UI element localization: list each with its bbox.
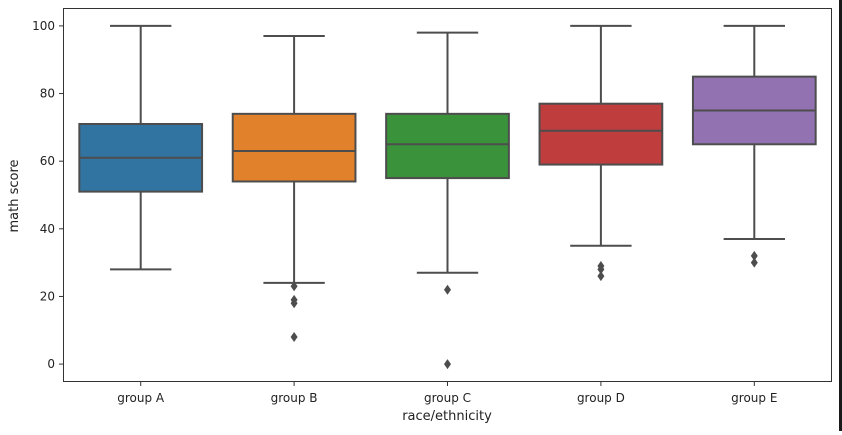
boxes-layer bbox=[78, 24, 817, 370]
y-axis: 0 20 40 60 80 100 bbox=[32, 19, 64, 371]
outlier-point bbox=[290, 298, 298, 309]
x-tick-label: group D bbox=[577, 391, 625, 405]
y-axis-label: math score bbox=[7, 159, 22, 232]
y-tick-label: 100 bbox=[32, 19, 55, 33]
x-axis-label: race/ethnicity bbox=[402, 409, 492, 424]
iqr-box bbox=[538, 102, 664, 166]
x-tick-label: group B bbox=[271, 391, 318, 405]
box-group-b bbox=[231, 35, 357, 343]
outlier-point bbox=[750, 250, 758, 261]
x-tick-label: group A bbox=[117, 391, 165, 405]
outlier-point bbox=[444, 284, 451, 295]
y-tick-label: 0 bbox=[47, 357, 55, 371]
y-tick-label: 20 bbox=[40, 289, 55, 303]
outlier-point bbox=[290, 281, 298, 292]
box-group-c bbox=[385, 31, 510, 370]
iqr-box bbox=[385, 112, 510, 180]
box-group-e bbox=[691, 24, 817, 268]
window-edge bbox=[839, 0, 842, 431]
x-tick-label: group E bbox=[731, 391, 777, 405]
outlier-point bbox=[444, 359, 451, 370]
box-group-a bbox=[78, 24, 204, 271]
iqr-box bbox=[231, 112, 357, 183]
outlier-point bbox=[750, 257, 758, 268]
y-tick-label: 40 bbox=[40, 222, 55, 236]
outlier-point bbox=[597, 264, 605, 275]
box-group-d bbox=[538, 24, 664, 282]
outlier-point bbox=[597, 271, 605, 282]
outlier-point bbox=[290, 332, 298, 343]
x-tick-label: group C bbox=[424, 391, 471, 405]
y-tick-label: 60 bbox=[40, 154, 55, 168]
y-tick-label: 80 bbox=[40, 87, 55, 101]
x-axis: group A group B group C group D group E bbox=[117, 381, 777, 405]
